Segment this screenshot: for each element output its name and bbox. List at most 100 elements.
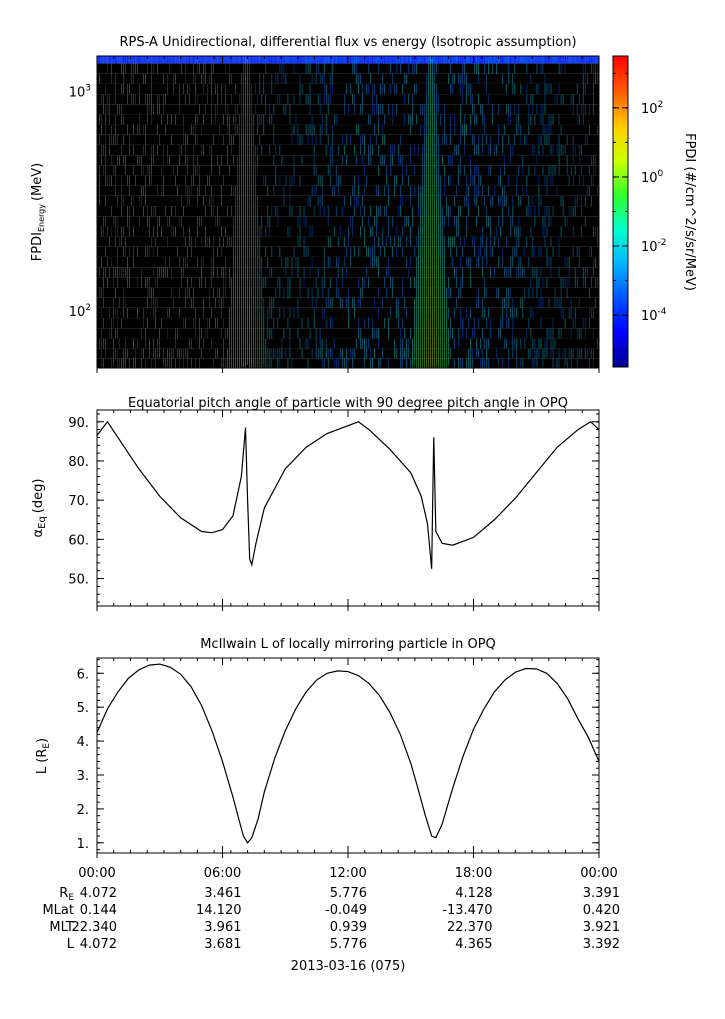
y-tick-label: 5. bbox=[77, 701, 89, 716]
pitch-angle-y-label-unit: (deg) bbox=[31, 479, 46, 514]
spectrogram-x-ticks bbox=[96, 56, 600, 373]
panel-pitch-angle: Equatorial pitch angle of particle with … bbox=[31, 396, 600, 611]
date-label: 2013-03-16 (075) bbox=[291, 959, 406, 974]
pitch-angle-title: Equatorial pitch angle of particle with … bbox=[128, 396, 568, 411]
y-tick-label: 1. bbox=[77, 837, 89, 852]
y-tick-label: 70. bbox=[68, 494, 89, 509]
spectrogram-y-tick-label: 103 bbox=[69, 83, 91, 100]
mcilwain-y-label-sub: E bbox=[42, 743, 52, 749]
pitch-angle-y-label: αEq (deg) bbox=[31, 479, 48, 538]
x-tick-label: 00:00 bbox=[580, 866, 617, 881]
ephemeris-value: 22.340 bbox=[72, 920, 118, 935]
y-tick-label: 2. bbox=[77, 803, 89, 818]
ephemeris-value: -0.049 bbox=[325, 903, 367, 918]
spectrogram-band bbox=[97, 328, 599, 339]
pitch-angle-y-ticks: 50. 60. 70. 80. 90. bbox=[68, 413, 599, 603]
spectrogram-band bbox=[97, 246, 599, 257]
spectrogram-band bbox=[97, 155, 599, 166]
x-tick-label: 18:00 bbox=[455, 866, 492, 881]
spectrogram-y-label: FPDIEnergy (MeV) bbox=[30, 163, 46, 261]
spectrogram-band bbox=[97, 185, 599, 196]
spectrogram-band bbox=[97, 277, 599, 288]
y-tick-label: 3. bbox=[77, 769, 89, 784]
colorbar-tick-label: 100 bbox=[641, 169, 664, 186]
spectrogram-band bbox=[97, 83, 599, 95]
ephemeris-value: 4.072 bbox=[80, 937, 117, 952]
pitch-angle-series-line bbox=[97, 420, 599, 569]
ephemeris-table: RE 4.072 3.461 5.776 4.128 3.391 MLat 0.144 14.1… bbox=[42, 886, 620, 952]
spectrogram-band bbox=[97, 206, 599, 217]
ephemeris-value: 5.776 bbox=[330, 886, 367, 901]
spectrogram-band bbox=[97, 114, 599, 125]
ephemeris-row-label: MLat bbox=[42, 903, 74, 918]
spectrogram-band bbox=[97, 338, 599, 349]
mcilwain-y-label-unit: ) bbox=[35, 738, 50, 743]
mcilwain-y-label-main: L (R bbox=[35, 749, 50, 774]
spectrogram-band bbox=[97, 175, 599, 186]
panel-mcilwain-l: McIlwain L of locally mirroring particle… bbox=[35, 637, 600, 858]
spectrogram-y-label-unit: (MeV) bbox=[30, 163, 45, 201]
y-tick-label: 6. bbox=[77, 667, 89, 682]
y-tick-label: 60. bbox=[68, 533, 89, 548]
ephemeris-value: 3.392 bbox=[583, 937, 620, 952]
spectrogram-title: RPS-A Unidirectional, differential flux … bbox=[119, 35, 576, 50]
spectrogram-y-ticks: 102 103 bbox=[69, 83, 599, 361]
pitch-angle-frame bbox=[96, 409, 600, 607]
ephemeris-row-label: MLT bbox=[49, 920, 74, 935]
ephemeris-value: 4.072 bbox=[80, 886, 117, 901]
spectrogram-band bbox=[97, 165, 599, 176]
spectrogram-y-label-main: FPDI bbox=[30, 232, 45, 261]
mcilwain-frame bbox=[96, 657, 600, 854]
spectrogram-band bbox=[97, 134, 599, 145]
colorbar-ticks: 102 100 10-2 10-4 bbox=[613, 72, 667, 351]
ephemeris-value: 0.939 bbox=[330, 920, 367, 935]
ephemeris-value: 0.144 bbox=[80, 903, 117, 918]
pitch-angle-x-ticks bbox=[96, 410, 600, 611]
ephemeris-value: 5.776 bbox=[330, 937, 367, 952]
panel-spectrogram: RPS-A Unidirectional, differential flux … bbox=[30, 35, 697, 373]
spectrogram-band bbox=[97, 144, 599, 156]
spectrogram-band bbox=[97, 195, 599, 207]
spectrogram-band bbox=[97, 124, 599, 135]
pitch-angle-y-label-main: α bbox=[31, 529, 46, 538]
mcilwain-title: McIlwain L of locally mirroring particle… bbox=[200, 637, 496, 652]
spectrogram-cells bbox=[97, 56, 599, 368]
spectrogram-band bbox=[97, 63, 599, 74]
ephemeris-value: 3.681 bbox=[204, 937, 241, 952]
y-tick-label: 4. bbox=[77, 735, 89, 750]
mcilwain-x-ticks bbox=[96, 658, 600, 858]
mcilwain-y-ticks: 1. 2. 3. 4. 5. 6. bbox=[77, 659, 599, 852]
y-tick-label: 90. bbox=[68, 416, 89, 431]
colorbar-tick-label: 102 bbox=[641, 100, 663, 117]
x-tick-label: 12:00 bbox=[329, 866, 366, 881]
x-tick-label: 06:00 bbox=[204, 866, 241, 881]
ephemeris-row-label: L bbox=[67, 937, 75, 952]
ephemeris-value: 22.370 bbox=[447, 920, 493, 935]
spectrogram-band bbox=[97, 348, 599, 359]
ephemeris-value: 4.128 bbox=[455, 886, 492, 901]
mcilwain-y-label: L (RE) bbox=[35, 738, 52, 774]
ephemeris-rows: RE 4.072 3.461 5.776 4.128 3.391 MLat 0.144 14.1… bbox=[42, 886, 620, 952]
colorbar-label: FPDI (#/cm^2/s/sr/MeV) bbox=[682, 133, 697, 291]
ephemeris-value: 3.461 bbox=[204, 886, 241, 901]
y-tick-label: 50. bbox=[68, 573, 89, 588]
colorbar-tick-label: 10-4 bbox=[641, 307, 667, 324]
ephemeris-value: 3.961 bbox=[204, 920, 241, 935]
colorbar-tick-label: 10-2 bbox=[641, 238, 667, 255]
ephemeris-row-label: RE bbox=[59, 886, 74, 903]
spectrogram-band bbox=[97, 216, 599, 227]
x-tick-label: 00:00 bbox=[78, 866, 115, 881]
ephemeris-value: -13.470 bbox=[442, 903, 492, 918]
ephemeris-value: 4.365 bbox=[455, 937, 492, 952]
ephemeris-value: 3.391 bbox=[583, 886, 620, 901]
spectrogram-band bbox=[97, 73, 599, 84]
ephemeris-value: 14.120 bbox=[196, 903, 242, 918]
ephemeris-value: 3.921 bbox=[583, 920, 620, 935]
ephemeris-value: 0.420 bbox=[583, 903, 620, 918]
x-axis-time-labels: 00:00 06:00 12:00 18:00 00:00 bbox=[78, 866, 617, 881]
spectrogram-band bbox=[97, 267, 599, 278]
y-tick-label: 80. bbox=[68, 455, 89, 470]
spectrogram-y-tick-label: 102 bbox=[69, 303, 91, 320]
spectrogram-y-label-sub: Energy bbox=[37, 204, 46, 232]
